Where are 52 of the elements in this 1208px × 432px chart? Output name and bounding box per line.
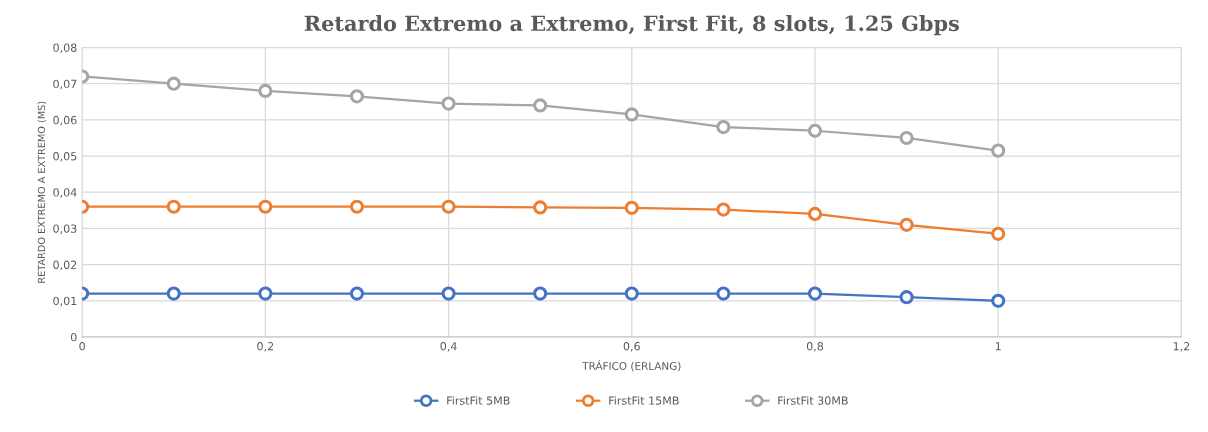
legend-label: FirstFit 30MB bbox=[778, 396, 848, 405]
legend-label: FirstFit 15MB bbox=[609, 396, 679, 405]
x-tick-label: 1,2 bbox=[1173, 342, 1190, 352]
legend-label: FirstFit 5MB bbox=[447, 396, 510, 405]
point bbox=[349, 89, 365, 104]
point bbox=[533, 200, 548, 215]
chart-title: Retardo Extremo a Extremo, First Fit, 8 slots, 1.25 Gbps bbox=[304, 15, 959, 36]
x-tick-label: 0 bbox=[79, 342, 85, 351]
point bbox=[991, 293, 1006, 308]
point bbox=[258, 286, 273, 301]
point bbox=[624, 286, 639, 301]
point bbox=[441, 286, 456, 301]
point bbox=[166, 199, 181, 214]
point bbox=[899, 217, 914, 232]
point bbox=[533, 98, 548, 113]
x-axis-title: TRÁFICO (ERLANG) bbox=[582, 360, 681, 372]
point bbox=[533, 286, 548, 301]
y-tick-label: 0,03 bbox=[53, 224, 77, 234]
y-tick-label: 0 bbox=[70, 332, 77, 342]
point bbox=[899, 290, 914, 305]
point bbox=[899, 130, 914, 146]
point bbox=[258, 199, 273, 214]
x-tick-label: 1 bbox=[995, 342, 1001, 351]
x-tick-label: 0,2 bbox=[257, 342, 274, 352]
y-tick-label: 0,05 bbox=[53, 152, 77, 162]
y-tick-label: 0,04 bbox=[53, 188, 77, 198]
point bbox=[716, 286, 731, 301]
point bbox=[624, 200, 639, 215]
y-tick-label: 0,01 bbox=[53, 296, 77, 307]
x-tick-label: 0,6 bbox=[623, 342, 640, 352]
point bbox=[716, 120, 731, 135]
x-tick-label: 0,8 bbox=[806, 342, 824, 352]
point bbox=[716, 202, 731, 217]
point bbox=[349, 199, 365, 214]
x-tick-label: 0,4 bbox=[440, 342, 457, 352]
point bbox=[258, 83, 273, 99]
y-tick-label: 0,07 bbox=[53, 79, 77, 90]
point bbox=[349, 286, 365, 301]
point bbox=[807, 286, 823, 301]
point bbox=[166, 76, 181, 91]
y-axis-title: RETARDO EXTREMO A EXTREMO (MS) bbox=[37, 101, 47, 283]
point bbox=[991, 226, 1006, 241]
point bbox=[807, 206, 823, 222]
point bbox=[441, 96, 456, 111]
point bbox=[624, 107, 639, 122]
point bbox=[991, 143, 1006, 158]
point bbox=[441, 199, 456, 214]
y-tick-label: 0,08 bbox=[53, 43, 77, 54]
point bbox=[807, 123, 823, 138]
y-tick-label: 0,06 bbox=[53, 115, 77, 126]
point bbox=[166, 286, 181, 301]
y-tick-label: 0,02 bbox=[53, 260, 77, 271]
